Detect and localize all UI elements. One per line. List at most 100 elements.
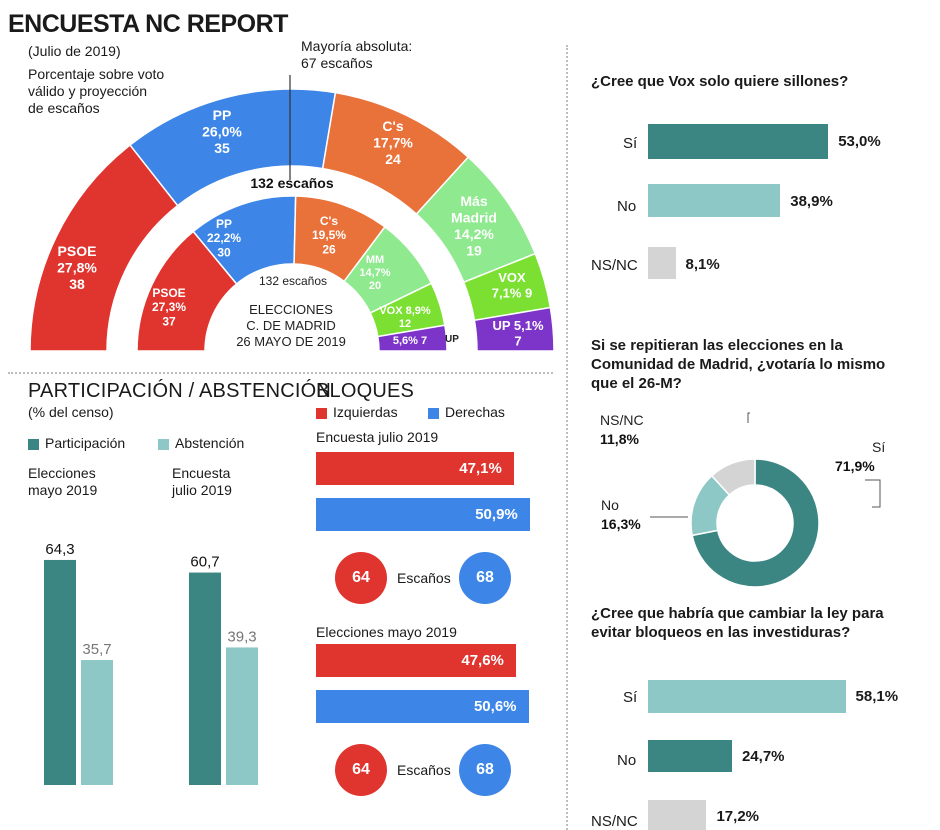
legend-izq-label: Izquierdas — [333, 404, 398, 420]
outer-pp-label-0: PP — [213, 107, 232, 123]
escanos-label-2: Escaños — [397, 762, 451, 778]
q3-value-si: 58,1% — [855, 688, 899, 705]
legend-abstencion-swatch — [158, 438, 169, 450]
inner-cs-label-2: 26 — [322, 242, 336, 256]
outer-pp-label-1: 26,0% — [202, 124, 242, 140]
part-value-1-1: 39,3 — [227, 628, 256, 645]
bloques-group-2-label: Elecciones mayo 2019 — [316, 624, 457, 640]
part-bar-0-0 — [44, 559, 76, 785]
legend-abstencion: Abstención — [158, 435, 244, 452]
legend-participacion-swatch — [28, 438, 39, 450]
inner-vox-label-1: 12 — [399, 318, 411, 330]
hemicycle-chart: 132 escaños 132 escaños ELECCIONES C. DE… — [29, 75, 555, 352]
donut-no-value: 16,3% — [601, 516, 641, 532]
hemi-inner-seg-5 — [376, 324, 448, 352]
vertical-divider — [566, 45, 568, 830]
q1-label-si: Sí — [623, 135, 638, 152]
inner-pp-label-2: 30 — [217, 245, 231, 259]
inner-seats-label: 132 escaños — [259, 274, 327, 288]
legend-participacion-label: Participación — [45, 435, 126, 451]
legend-derechas: Derechas — [428, 404, 505, 421]
outer-cs-label-2: 24 — [385, 151, 401, 167]
q1-title: ¿Cree que Vox solo quiere sillones? — [591, 73, 849, 90]
cat1-line-a: Elecciones — [28, 465, 96, 481]
q1-bar-no — [648, 184, 781, 217]
q3-bar-nsnc — [648, 800, 707, 830]
majority-line-1: Mayoría absoluta: — [301, 38, 413, 54]
q1-value-no: 38,9% — [790, 193, 833, 210]
hemicycle-labels: PSOE27,8%38PP26,0%35C's17,7%24MásMadrid1… — [57, 107, 544, 348]
q3-value-nsnc: 17,2% — [716, 808, 760, 825]
bloques-group-1-label: Encuesta julio 2019 — [316, 429, 439, 445]
q3-label-no: No — [617, 752, 637, 769]
donut-nsnc-label: NS/NC — [600, 412, 644, 428]
part-value-1-0: 60,7 — [190, 554, 219, 571]
outer-cs-label-1: 17,7% — [373, 135, 413, 151]
outer-psoe-label-1: 27,8% — [57, 260, 97, 276]
inner-up-name-0: UP — [445, 334, 459, 345]
donut-slice-2 — [710, 458, 756, 497]
inner-mm-label-2: 20 — [369, 280, 381, 292]
inner-mm-label-0: MM — [366, 254, 384, 266]
q3-value-no: 24,7% — [741, 748, 785, 765]
part-value-0-1: 35,7 — [82, 641, 111, 658]
desc-line-2: válido y proyección — [28, 83, 148, 99]
inner-psoe-label-0: PSOE — [152, 286, 185, 300]
legend-abstencion-label: Abstención — [175, 435, 245, 451]
outer-seats-label: 132 escaños — [250, 175, 333, 191]
participation-bar-chart: 64,3 35,7 60,7 39,3 — [44, 541, 258, 785]
inner-psoe-label-2: 37 — [162, 314, 176, 328]
inner-vox-label-0: VOX 8,9% — [379, 305, 431, 317]
hemi-outer-seg-5 — [473, 306, 555, 352]
bloques-bar-izq-2: 47,6% — [316, 644, 516, 677]
bloques-bar-der-1: 50,9% — [316, 498, 530, 531]
outer-pp-label-2: 35 — [214, 140, 230, 156]
q1-label-nsnc: NS/NC — [591, 257, 638, 274]
inner-center-2: C. DE MADRID — [246, 318, 336, 333]
outer-up-label-1: 7 — [514, 333, 521, 348]
inner-center-3: 26 MAYO DE 2019 — [236, 334, 346, 349]
bloques-bar-der-2: 50,6% — [316, 690, 529, 723]
outer-mm-label-3: 19 — [466, 243, 482, 259]
q3-title-2: evitar bloqueos en las investiduras? — [591, 624, 851, 641]
donut-si-label: Sí — [872, 439, 885, 455]
q2-donut-chart: NS/NC 11,8% Sí 71,9% No 16,3% — [600, 412, 885, 588]
outer-mm-label-0: Más — [460, 193, 487, 209]
q1-bar-si — [648, 124, 829, 159]
q3-bar-si — [648, 680, 846, 713]
outer-up-label-0: UP 5,1% — [492, 318, 544, 333]
part-bar-1-1 — [226, 647, 258, 785]
donut-nsnc-value: 11,8% — [600, 431, 639, 447]
inner-up-label-0: 5,6% 7 — [393, 335, 427, 347]
majority-line-2: 67 escaños — [301, 55, 373, 71]
q3-bar-no — [648, 740, 732, 772]
seats-izq-2: 64 — [335, 744, 387, 796]
page-title: ENCUESTA NC REPORT — [8, 10, 288, 38]
bloques-bar-izq-1: 47,1% — [316, 452, 514, 485]
inner-pp-label-1: 22,2% — [207, 231, 241, 245]
seats-der-1: 68 — [459, 552, 511, 604]
outer-mm-label-1: Madrid — [451, 210, 497, 226]
legend-participacion: Participación — [28, 435, 125, 452]
hemicycle-inner — [136, 195, 448, 352]
cat1-line-b: mayo 2019 — [28, 482, 98, 498]
participation-subtitle: (% del censo) — [28, 404, 114, 420]
hemicycle-outer — [29, 88, 555, 352]
seats-der-2: 68 — [459, 744, 511, 796]
part-bar-1-0 — [189, 572, 221, 785]
date-subtitle: (Julio de 2019) — [28, 43, 121, 59]
q2-title-3: que el 26-M? — [591, 375, 682, 392]
cat2-line-b: julio 2019 — [172, 482, 232, 498]
legend-der-label: Derechas — [445, 404, 505, 420]
seats-izq-1: 64 — [335, 552, 387, 604]
donut-si-value: 71,9% — [835, 458, 875, 474]
inner-cs-label-1: 19,5% — [312, 228, 346, 242]
nsnc-leader — [747, 412, 750, 423]
bloques-title: BLOQUES — [316, 380, 415, 402]
inner-center-1: ELECCIONES — [249, 302, 333, 317]
donut-no-label: No — [601, 497, 619, 513]
q2-title-1: Si se repitieran las elecciones en la — [591, 337, 843, 354]
q1-label-no: No — [617, 198, 637, 215]
q2-title-2: Comunidad de Madrid, ¿votaría lo mismo — [591, 356, 886, 373]
si-leader — [865, 479, 881, 508]
